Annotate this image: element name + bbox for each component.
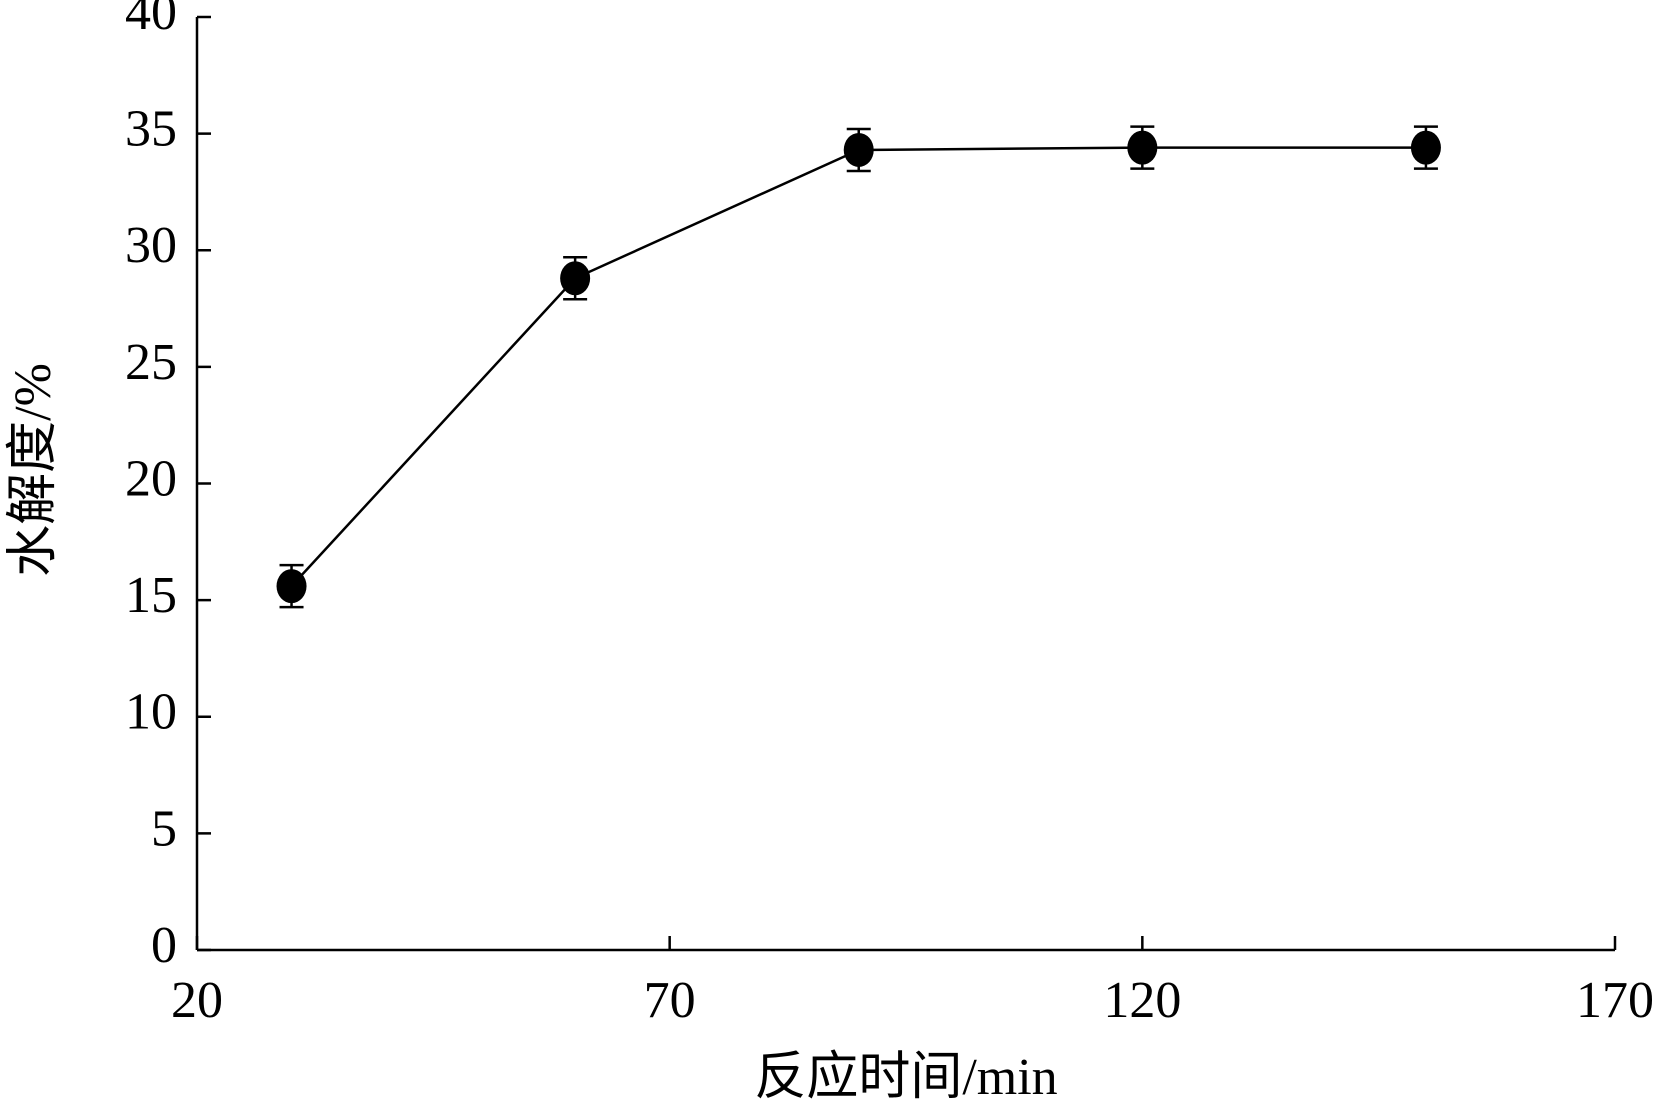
x-tick-label: 120 xyxy=(1103,972,1181,1029)
data-point xyxy=(560,261,591,296)
y-tick-label: 25 xyxy=(125,334,177,391)
y-tick-label: 0 xyxy=(151,917,177,974)
data-point xyxy=(276,569,307,604)
y-tick-label: 40 xyxy=(125,0,177,41)
y-tick-label: 35 xyxy=(125,101,177,158)
y-tick-label: 20 xyxy=(125,450,177,507)
y-axis-label: 水解度/% xyxy=(5,363,62,577)
data-point xyxy=(1127,130,1158,165)
x-tick-label: 70 xyxy=(644,972,696,1029)
data-point xyxy=(1410,130,1441,165)
y-tick-label: 15 xyxy=(125,567,177,624)
x-tick-label: 170 xyxy=(1576,972,1654,1029)
data-point xyxy=(843,132,874,167)
y-tick-label: 5 xyxy=(151,800,177,857)
x-tick-label: 20 xyxy=(171,972,223,1029)
y-tick-label: 10 xyxy=(125,684,177,741)
y-tick-label: 30 xyxy=(125,217,177,274)
x-axis-label: 反应时间/min xyxy=(754,1049,1057,1106)
series-line xyxy=(290,146,1426,587)
